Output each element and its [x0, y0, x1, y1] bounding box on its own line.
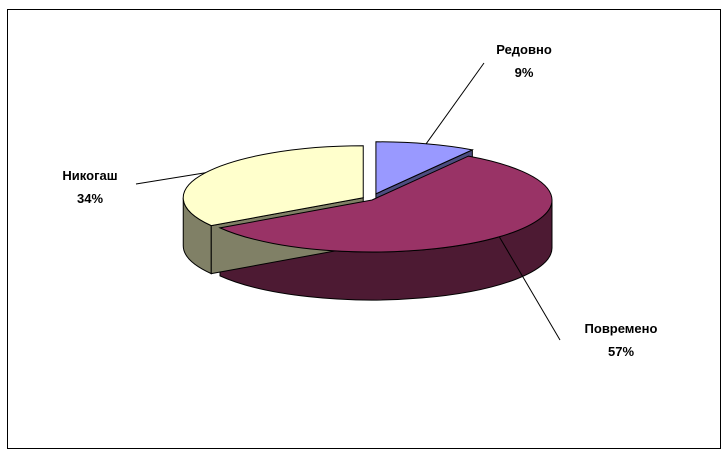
pie-chart: Редовно 9% Повремено 57% Никогаш 34% [62, 42, 658, 359]
slice-percent-redovno: 9% [515, 65, 534, 80]
leader-line-povremeno [498, 236, 561, 341]
data-label-redovno: Редовно 9% [496, 42, 552, 80]
slice-percent-povremeno: 57% [608, 344, 634, 359]
slice-label-nikogash: Никогаш [62, 168, 117, 183]
slice-povremeno [218, 155, 553, 253]
leader-line-redovno [425, 62, 485, 145]
data-label-povremeno: Повремено 57% [585, 321, 658, 359]
leader-line-nikogash [135, 172, 206, 185]
slice-nikogash [182, 145, 364, 227]
pie-tops [182, 141, 553, 253]
slice-redovno [375, 141, 475, 195]
slice-label-povremeno: Повремено [585, 321, 658, 336]
slice-label-redovno: Редовно [496, 42, 552, 57]
slice-percent-nikogash: 34% [77, 191, 103, 206]
data-label-nikogash: Никогаш 34% [62, 168, 117, 206]
leader-lines [135, 62, 561, 341]
